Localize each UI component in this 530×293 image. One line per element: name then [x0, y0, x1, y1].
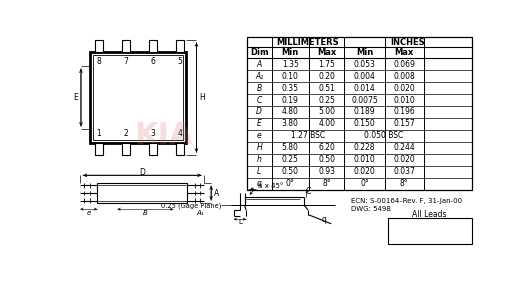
Text: 2: 2: [123, 129, 128, 138]
Text: Max: Max: [394, 48, 414, 57]
Text: 0.004: 0.004: [354, 72, 376, 81]
Text: 0.010: 0.010: [354, 155, 375, 164]
Text: 0.19: 0.19: [282, 96, 299, 105]
Text: 6.20: 6.20: [318, 143, 335, 152]
Text: D: D: [139, 168, 145, 177]
Bar: [90, 52, 187, 143]
Text: h: h: [257, 155, 262, 164]
Text: 0.150: 0.150: [354, 120, 375, 128]
Text: 0.35: 0.35: [282, 84, 299, 93]
Text: 0.069: 0.069: [393, 60, 415, 69]
Text: H: H: [200, 93, 205, 102]
Text: ECN: S-00164–Rev. F, 31-Jan-00: ECN: S-00164–Rev. F, 31-Jan-00: [351, 198, 462, 204]
Text: 1.35: 1.35: [282, 60, 299, 69]
Bar: [122, 143, 130, 155]
Text: 0.101 mm: 0.101 mm: [419, 222, 455, 228]
Text: 0.189: 0.189: [354, 108, 375, 117]
Text: 0.50: 0.50: [318, 155, 335, 164]
Text: 0.51: 0.51: [318, 84, 335, 93]
Text: 7: 7: [123, 57, 128, 66]
Bar: [94, 143, 103, 155]
Text: Max: Max: [317, 48, 336, 57]
Text: 0.50: 0.50: [282, 167, 299, 176]
Text: 0.020: 0.020: [393, 155, 415, 164]
Bar: [93, 55, 183, 140]
Text: 0.25 (Gage Plane): 0.25 (Gage Plane): [161, 202, 221, 209]
Text: 0.020: 0.020: [393, 84, 415, 93]
Text: Min: Min: [281, 48, 299, 57]
Text: 0.004": 0.004": [426, 235, 449, 241]
Text: 0.010: 0.010: [393, 96, 415, 105]
Text: 0°: 0°: [286, 179, 295, 188]
Text: H: H: [257, 143, 262, 152]
Text: 0.014: 0.014: [354, 84, 375, 93]
Text: 4.80: 4.80: [282, 108, 299, 117]
Text: INCHES: INCHES: [391, 38, 426, 47]
Text: 8°: 8°: [400, 179, 409, 188]
Text: 3.80: 3.80: [282, 120, 299, 128]
Text: 0.037: 0.037: [393, 167, 415, 176]
Text: C: C: [257, 96, 262, 105]
Text: KIA: KIA: [134, 121, 192, 150]
Text: 5.00: 5.00: [318, 108, 335, 117]
Text: 0.93: 0.93: [318, 167, 335, 176]
Text: 0.020: 0.020: [354, 167, 375, 176]
Text: 0.25: 0.25: [282, 155, 299, 164]
Text: 0.244: 0.244: [393, 143, 415, 152]
Text: q: q: [257, 179, 262, 188]
Text: 0.10: 0.10: [282, 72, 299, 81]
Text: E: E: [257, 120, 262, 128]
Text: 1.75: 1.75: [318, 60, 335, 69]
Text: C: C: [305, 187, 311, 196]
Text: 8°: 8°: [322, 179, 331, 188]
Text: 0.157: 0.157: [393, 120, 415, 128]
Bar: [122, 40, 130, 52]
Text: 3: 3: [151, 129, 155, 138]
Bar: [176, 143, 184, 155]
Text: L: L: [238, 219, 242, 225]
Text: 0.25: 0.25: [318, 96, 335, 105]
Text: L: L: [257, 167, 261, 176]
Text: 8: 8: [96, 57, 101, 66]
Text: 0.053: 0.053: [354, 60, 376, 69]
Text: MILLIMETERS: MILLIMETERS: [277, 38, 339, 47]
Text: A: A: [214, 188, 219, 197]
Bar: [149, 40, 157, 52]
Text: Min: Min: [356, 48, 373, 57]
Text: B: B: [257, 84, 262, 93]
Text: e: e: [257, 131, 262, 140]
Bar: [94, 40, 103, 52]
Text: E: E: [73, 93, 78, 102]
Text: D: D: [257, 108, 262, 117]
Text: 6: 6: [151, 57, 155, 66]
Bar: [176, 40, 184, 52]
Bar: [247, 37, 472, 190]
Text: A₁: A₁: [255, 72, 263, 81]
Text: q: q: [322, 215, 327, 224]
Bar: [388, 218, 472, 244]
Text: 0.008: 0.008: [393, 72, 415, 81]
Text: 0.228: 0.228: [354, 143, 375, 152]
Text: All Leads: All Leads: [412, 210, 447, 219]
Text: A: A: [257, 60, 262, 69]
Text: B: B: [143, 210, 148, 216]
Text: 4.00: 4.00: [318, 120, 335, 128]
Text: A₁: A₁: [197, 210, 204, 216]
Bar: [149, 143, 157, 155]
Text: e: e: [86, 210, 91, 216]
Text: 0.20: 0.20: [318, 72, 335, 81]
Text: 1: 1: [96, 129, 101, 138]
Text: 5: 5: [178, 57, 183, 66]
Text: 1.27 BSC: 1.27 BSC: [291, 131, 325, 140]
Text: h x 45°: h x 45°: [258, 183, 283, 189]
Text: 4: 4: [178, 129, 183, 138]
Text: 0°: 0°: [360, 179, 369, 188]
Text: 5.80: 5.80: [282, 143, 299, 152]
Bar: [97, 183, 187, 203]
Text: 0.0075: 0.0075: [351, 96, 378, 105]
Text: DWG: 5498: DWG: 5498: [351, 206, 391, 212]
Text: 0.196: 0.196: [393, 108, 415, 117]
Text: Dim: Dim: [250, 48, 269, 57]
Text: 0.050 BSC: 0.050 BSC: [365, 131, 404, 140]
